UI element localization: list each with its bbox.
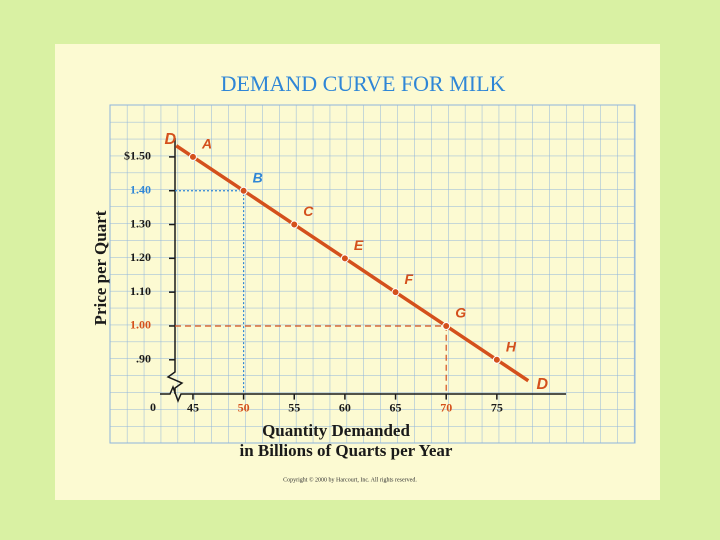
- x-tick-label: 55: [288, 400, 300, 414]
- curve-extension: [495, 358, 530, 383]
- x-origin-label: 0: [150, 400, 156, 414]
- y-axis-title: Price per Quart: [91, 210, 110, 325]
- footer: Copyright © 2000 by Harcourt, Inc. All r…: [283, 476, 417, 483]
- x-tick-label: 75: [491, 400, 503, 414]
- chart-title: DEMAND CURVE FOR MILK: [221, 71, 506, 96]
- y-tick-label: 1.00: [130, 318, 151, 332]
- point: [340, 254, 349, 263]
- y-tick-label: 1.10: [130, 284, 151, 298]
- point-label: A: [201, 136, 212, 152]
- x-axis: [160, 384, 566, 404]
- point: [188, 152, 197, 161]
- axes: [160, 138, 566, 404]
- x-axis-title: Quantity Demanded: [262, 421, 410, 440]
- point: [492, 355, 501, 364]
- y-tick-label: 1.30: [130, 216, 151, 230]
- x-tick-label: 60: [339, 400, 351, 414]
- point-label: B: [253, 169, 263, 185]
- x-tick-label: 45: [187, 400, 199, 414]
- point-label: E: [354, 237, 364, 253]
- curve-label: D: [536, 376, 548, 393]
- x-tick-label: 65: [390, 400, 402, 414]
- point-label: H: [506, 338, 517, 354]
- x-tick-label: 50: [238, 400, 250, 414]
- point: [391, 288, 400, 297]
- x-tick-label: 70: [440, 400, 452, 414]
- y-tick-label: $1.50: [124, 149, 151, 163]
- point-label: C: [303, 203, 314, 219]
- point: [442, 321, 451, 330]
- point: [239, 186, 248, 195]
- y-axis: [166, 138, 184, 394]
- curve-label: D: [164, 131, 176, 148]
- y-tick-label: .90: [136, 352, 151, 366]
- y-tick-label: 1.20: [130, 250, 151, 264]
- point-label: F: [405, 271, 414, 287]
- point: [290, 220, 299, 229]
- x-axis-title: in Billions of Quarts per Year: [240, 441, 453, 460]
- y-tick-label: 1.40: [130, 182, 151, 196]
- point-label: G: [455, 305, 466, 321]
